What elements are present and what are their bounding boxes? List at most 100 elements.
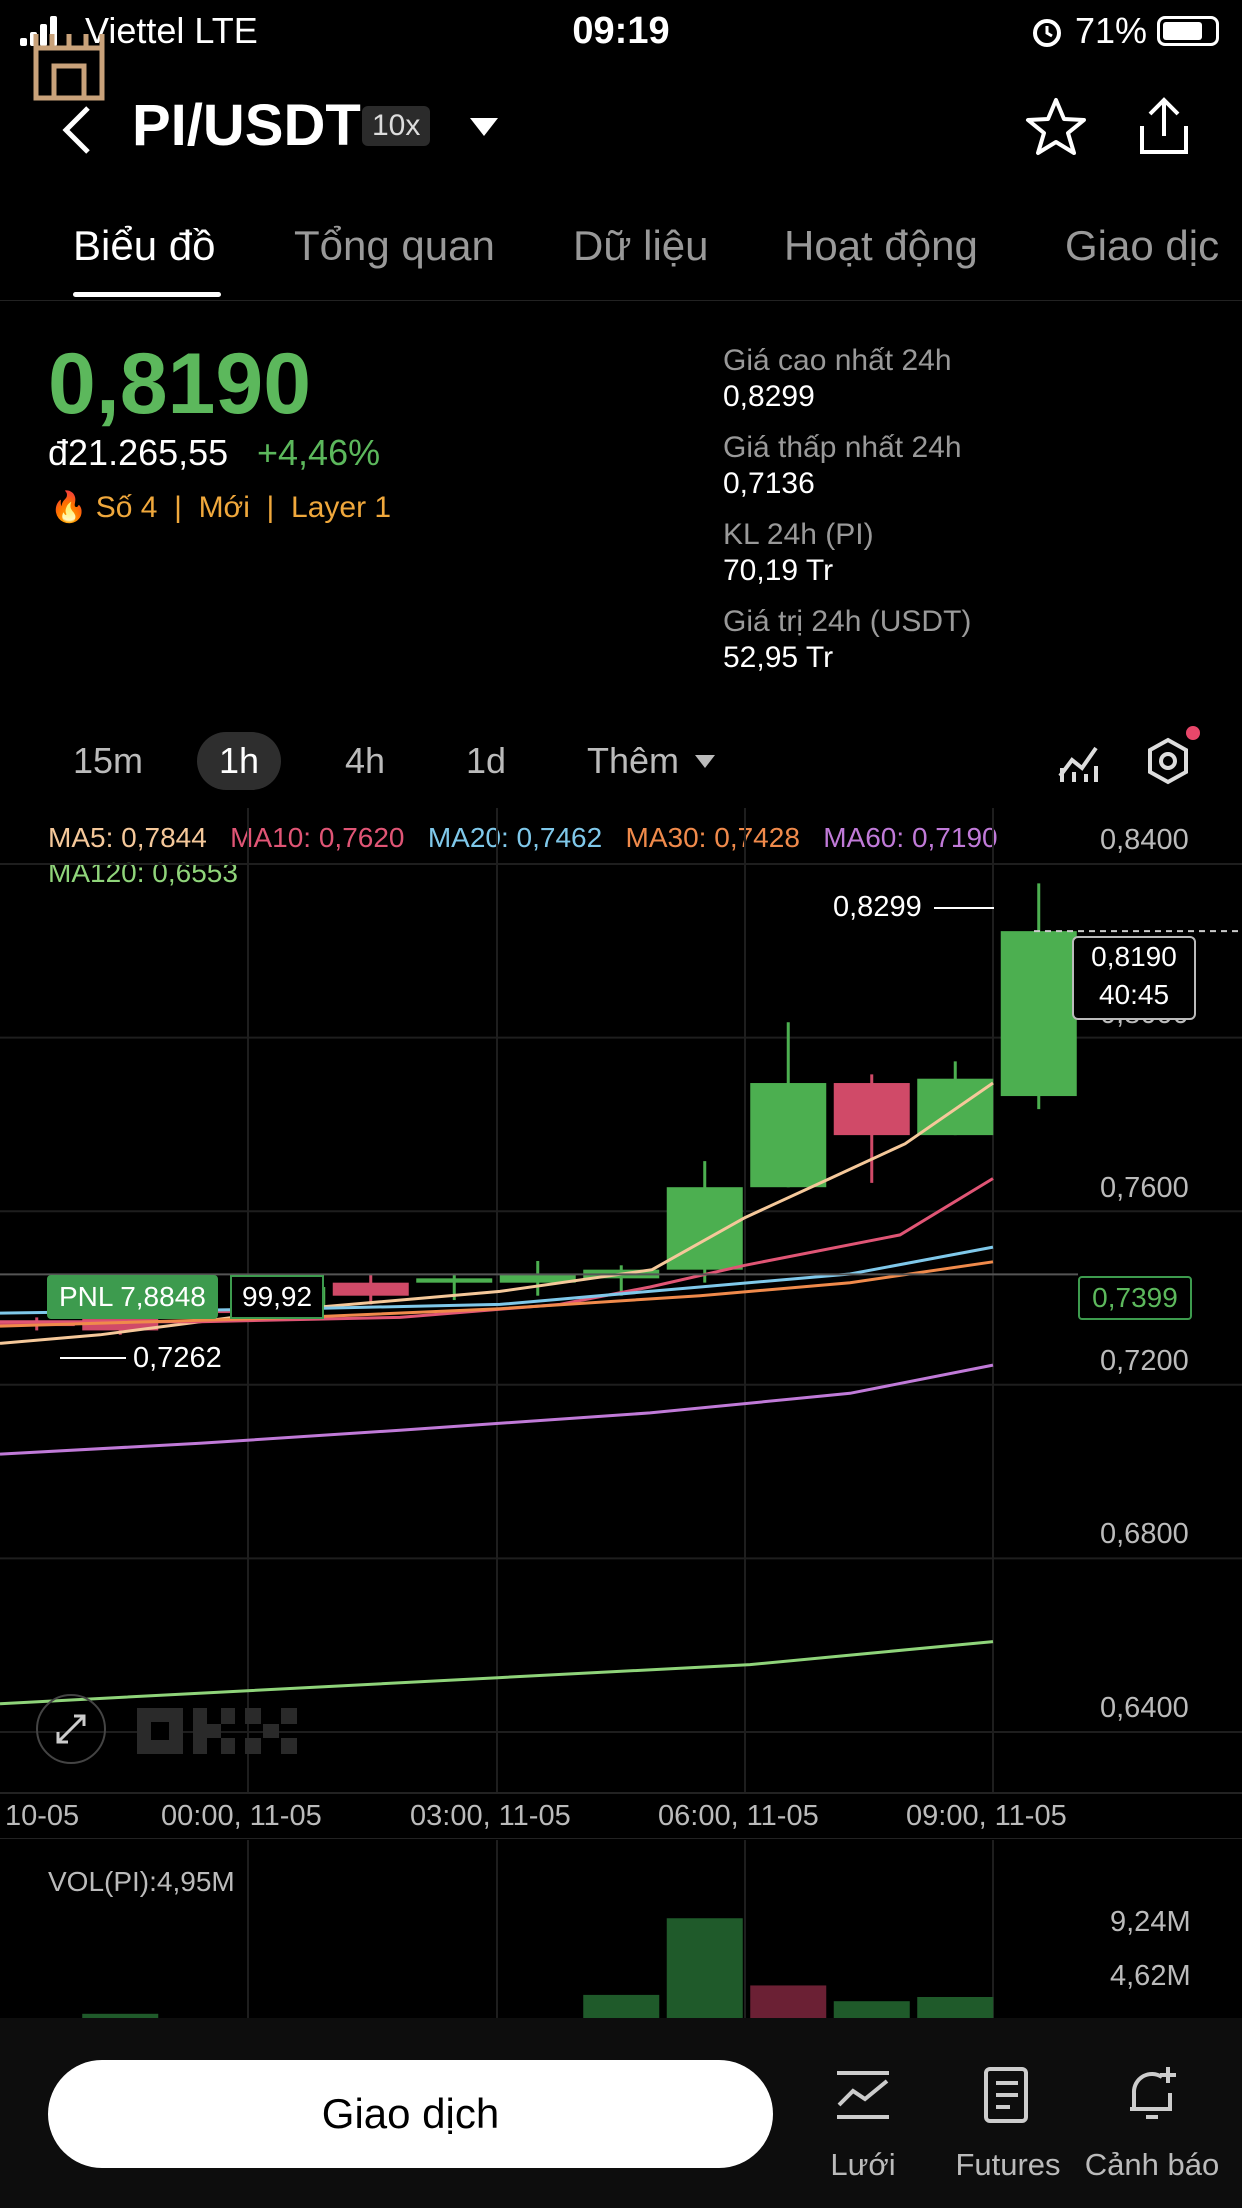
volume-tick: 4,62M — [1110, 1960, 1191, 1992]
last-price: 0,8190 — [48, 336, 312, 432]
divider — [0, 1838, 1242, 1839]
candle — [416, 1278, 493, 1283]
ma10-label: MA10: — [230, 822, 312, 853]
x-tick: 09:00, 11-05 — [906, 1800, 1067, 1832]
carrier-label: Viettel LTE — [85, 10, 258, 51]
interval-more[interactable]: Thêm — [587, 740, 680, 781]
bell-plus-icon — [1130, 2067, 1176, 2119]
tag-layer[interactable]: Layer 1 — [291, 491, 392, 524]
volume-bar — [82, 2013, 159, 2018]
volume-bar — [583, 1994, 660, 2018]
fiat-price: đ21.265,55 — [48, 432, 229, 473]
tag-new[interactable]: Mới — [198, 491, 250, 524]
tab-bar: Biểu đồ Tổng quan Dữ liệu Hoạt động Giao… — [0, 210, 1242, 301]
chevron-down-icon[interactable] — [468, 116, 500, 138]
ma20-value: 0,7462 — [516, 822, 603, 853]
stat-low-label: Giá thấp nhất 24h — [723, 431, 962, 464]
leverage-badge: 10x — [362, 106, 431, 146]
ma60-label: MA60: — [823, 822, 905, 853]
interval-1d[interactable]: 1d — [466, 740, 507, 781]
okx-watermark — [137, 1708, 297, 1754]
ma20-label: MA20: — [427, 822, 509, 853]
candle — [499, 1274, 576, 1283]
share-icon[interactable] — [1136, 96, 1192, 156]
y-tick: 0,8400 — [1100, 824, 1189, 856]
grid-bot-icon — [837, 2071, 889, 2119]
nav-alerts[interactable]: Cảnh báo — [1085, 2065, 1219, 2182]
expand-icon — [56, 1714, 86, 1744]
x-tick: 03:00, 11-05 — [410, 1800, 571, 1832]
nav-alerts-label: Cảnh báo — [1084, 2147, 1220, 2182]
interval-4h[interactable]: 4h — [345, 740, 386, 781]
volume-bar — [833, 2001, 910, 2018]
tab-chart[interactable]: Biểu đồ — [73, 222, 216, 269]
battery-icon — [1157, 16, 1219, 46]
high-marker-line — [934, 907, 994, 909]
ma120-value: 0,6553 — [152, 857, 238, 888]
ma-legend-row1: MA5: 0,7844 MA10: 0,7620 MA20: 0,7462 MA… — [48, 822, 998, 854]
stat-high-label: Giá cao nhất 24h — [723, 344, 952, 377]
volume-bar — [917, 1997, 994, 2018]
fullscreen-button[interactable] — [36, 1694, 106, 1764]
flame-icon: 🔥 — [50, 491, 88, 524]
ma5-value: 0,7844 — [121, 822, 207, 853]
settings-icon[interactable] — [1144, 736, 1192, 786]
candle-countdown: 40:45 — [1098, 979, 1170, 1010]
nav-futures[interactable]: Futures — [943, 2065, 1073, 2182]
y-tick: 0,6800 — [1100, 1518, 1189, 1550]
ma30-label: MA30: — [625, 822, 707, 853]
app-logo — [33, 34, 105, 101]
pnl-label: PNL 7,8848 — [59, 1281, 206, 1312]
back-icon[interactable] — [58, 104, 94, 156]
current-price-value: 0,8190 — [1091, 941, 1177, 972]
tab-active-indicator — [73, 292, 221, 297]
volume-chart — [82, 1840, 994, 2018]
y-tick: 0,7200 — [1100, 1345, 1189, 1377]
x-tick: 10-05 — [5, 1800, 80, 1832]
ma10-value: 0,7620 — [318, 822, 405, 853]
battery-percent: 71% — [1075, 10, 1148, 51]
stat-turnover-label: Giá trị 24h (USDT) — [723, 605, 972, 638]
pnl-badge[interactable]: PNL 7,8848 — [47, 1275, 218, 1319]
futures-icon — [984, 2067, 1028, 2123]
ma5-line — [0, 1081, 994, 1345]
low-marker: 0,7262 — [133, 1342, 222, 1374]
tab-overview[interactable]: Tổng quan — [294, 222, 495, 269]
candlestick-chart[interactable] — [0, 808, 1242, 1838]
interval-bar: 15m 1h 4h 1d Thêm — [0, 720, 1242, 802]
indicator-icon[interactable] — [1056, 738, 1100, 784]
nav-grid[interactable]: Lưới — [798, 2065, 928, 2182]
tag-rank[interactable]: Số 4 — [95, 491, 158, 524]
candle — [332, 1282, 409, 1296]
stat-low-value: 0,7136 — [723, 467, 815, 500]
alarm-icon — [1033, 19, 1061, 47]
ma30-value: 0,7428 — [714, 822, 800, 853]
candle — [1000, 931, 1077, 1097]
x-tick: 06:00, 11-05 — [658, 1800, 819, 1832]
nav-grid-label: Lưới — [830, 2147, 896, 2182]
notification-dot — [1186, 726, 1200, 740]
chevron-down-icon[interactable] — [694, 754, 716, 770]
tab-data[interactable]: Dữ liệu — [573, 222, 709, 269]
tab-activity[interactable]: Hoạt động — [784, 222, 978, 269]
ma60-value: 0,7190 — [911, 822, 998, 853]
volume-bar — [666, 1918, 743, 2018]
candle — [750, 1083, 827, 1188]
nav-futures-label: Futures — [955, 2147, 1061, 2182]
interval-1h[interactable]: 1h — [197, 732, 282, 790]
stat-volume-value: 70,19 Tr — [723, 554, 834, 587]
pair-title[interactable]: PI/USDT — [132, 93, 361, 158]
volume-bar — [750, 1985, 827, 2018]
interval-15m[interactable]: 15m — [73, 740, 144, 781]
star-icon[interactable] — [1024, 96, 1088, 158]
ma120-label: MA120: — [48, 857, 145, 888]
ma120-line — [0, 1640, 994, 1706]
ma60-line — [0, 1363, 994, 1456]
entry-price-box: 0,7399 — [1078, 1276, 1192, 1320]
ma5-label: MA5: — [48, 822, 114, 853]
volume-label: VOL(PI):4,95M — [48, 1866, 235, 1897]
pnl-value-box: 99,92 — [230, 1275, 325, 1319]
current-price-box: 0,8190 40:45 — [1072, 936, 1196, 1020]
tab-trades[interactable]: Giao dịc — [1065, 222, 1220, 269]
trade-button[interactable]: Giao dịch — [48, 2060, 773, 2168]
